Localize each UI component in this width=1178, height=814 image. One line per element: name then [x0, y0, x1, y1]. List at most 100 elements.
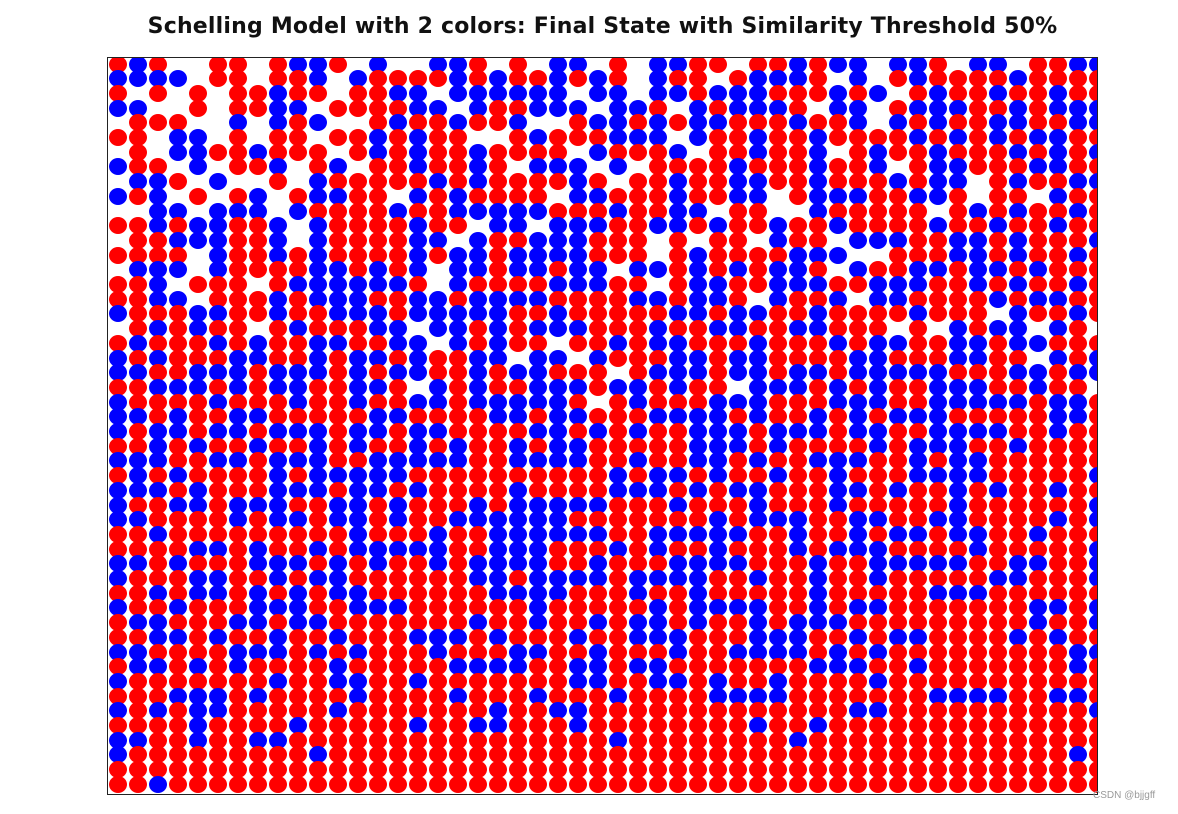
red-agent-dot	[969, 775, 987, 793]
blue-agent-dot	[309, 261, 327, 279]
blue-agent-dot	[169, 423, 187, 440]
red-agent-dot	[249, 305, 267, 323]
red-agent-dot	[989, 70, 1007, 88]
blue-agent-dot	[449, 114, 467, 132]
red-agent-dot	[889, 70, 907, 88]
red-agent-dot	[829, 320, 847, 338]
red-agent-dot	[829, 173, 847, 191]
blue-agent-dot	[949, 231, 967, 249]
red-agent-dot	[809, 334, 827, 352]
red-agent-dot	[449, 349, 467, 367]
blue-agent-dot	[409, 349, 427, 367]
red-agent-dot	[1029, 143, 1047, 161]
blue-agent-dot	[569, 408, 587, 426]
blue-agent-dot	[729, 84, 747, 102]
red-agent-dot	[249, 290, 267, 308]
blue-agent-dot	[469, 202, 487, 220]
red-agent-dot	[409, 114, 427, 132]
blue-agent-dot	[409, 158, 427, 176]
red-agent-dot	[1049, 70, 1067, 88]
blue-agent-dot	[529, 364, 547, 382]
red-agent-dot	[369, 393, 387, 411]
red-agent-dot	[1029, 231, 1047, 249]
blue-agent-dot	[209, 334, 227, 352]
red-agent-dot	[929, 305, 947, 323]
blue-agent-dot	[1009, 231, 1027, 249]
blue-agent-dot	[849, 70, 867, 88]
red-agent-dot	[949, 408, 967, 426]
blue-agent-dot	[929, 261, 947, 279]
red-agent-dot	[329, 320, 347, 338]
blue-agent-dot	[929, 378, 947, 396]
blue-agent-dot	[549, 99, 567, 117]
blue-agent-dot	[609, 84, 627, 102]
blue-agent-dot	[429, 173, 447, 191]
red-agent-dot	[389, 231, 407, 249]
red-agent-dot	[949, 261, 967, 279]
blue-agent-dot	[249, 349, 267, 367]
red-agent-dot	[509, 129, 527, 146]
blue-agent-dot	[1069, 202, 1087, 220]
blue-agent-dot	[369, 276, 387, 293]
red-agent-dot	[109, 276, 127, 293]
red-agent-dot	[209, 408, 227, 426]
red-agent-dot	[629, 187, 647, 205]
red-agent-dot	[269, 276, 287, 293]
red-agent-dot	[309, 158, 327, 176]
red-agent-dot	[1089, 305, 1097, 323]
red-agent-dot	[889, 143, 907, 161]
red-agent-dot	[1049, 276, 1067, 293]
red-agent-dot	[909, 217, 927, 235]
red-agent-dot	[989, 334, 1007, 352]
blue-agent-dot	[1009, 202, 1027, 220]
blue-agent-dot	[1049, 143, 1067, 161]
red-agent-dot	[849, 378, 867, 396]
red-agent-dot	[589, 246, 607, 264]
red-agent-dot	[869, 320, 887, 338]
blue-agent-dot	[529, 158, 547, 176]
blue-agent-dot	[589, 423, 607, 440]
red-agent-dot	[489, 364, 507, 382]
blue-agent-dot	[1069, 408, 1087, 426]
red-agent-dot	[909, 290, 927, 308]
blue-agent-dot	[409, 290, 427, 308]
blue-agent-dot	[689, 99, 707, 117]
red-agent-dot	[769, 84, 787, 102]
blue-agent-dot	[849, 261, 867, 279]
red-agent-dot	[129, 290, 147, 308]
blue-agent-dot	[429, 99, 447, 117]
blue-agent-dot	[849, 364, 867, 382]
blue-agent-dot	[1089, 364, 1097, 382]
red-agent-dot	[809, 114, 827, 132]
red-agent-dot	[229, 320, 247, 338]
red-agent-dot	[1089, 70, 1097, 88]
red-agent-dot	[129, 187, 147, 205]
blue-agent-dot	[1089, 114, 1097, 132]
red-agent-dot	[429, 143, 447, 161]
blue-agent-dot	[729, 305, 747, 323]
red-agent-dot	[1029, 246, 1047, 264]
blue-agent-dot	[569, 58, 587, 73]
red-agent-dot	[389, 775, 407, 793]
blue-agent-dot	[149, 423, 167, 440]
blue-agent-dot	[109, 158, 127, 176]
red-agent-dot	[789, 217, 807, 235]
blue-agent-dot	[1009, 364, 1027, 382]
blue-agent-dot	[529, 261, 547, 279]
red-agent-dot	[909, 173, 927, 191]
blue-agent-dot	[949, 99, 967, 117]
red-agent-dot	[429, 246, 447, 264]
red-agent-dot	[829, 364, 847, 382]
red-agent-dot	[729, 217, 747, 235]
red-agent-dot	[769, 246, 787, 264]
red-agent-dot	[969, 364, 987, 382]
blue-agent-dot	[789, 364, 807, 382]
red-agent-dot	[429, 349, 447, 367]
blue-agent-dot	[649, 320, 667, 338]
red-agent-dot	[689, 84, 707, 102]
red-agent-dot	[529, 334, 547, 352]
red-agent-dot	[469, 187, 487, 205]
red-agent-dot	[829, 349, 847, 367]
blue-agent-dot	[809, 364, 827, 382]
blue-agent-dot	[1009, 320, 1027, 338]
